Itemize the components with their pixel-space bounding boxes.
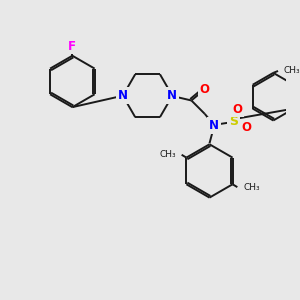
Text: S: S xyxy=(229,115,238,128)
Text: CH₃: CH₃ xyxy=(243,183,260,192)
Text: O: O xyxy=(232,103,242,116)
Text: N: N xyxy=(209,119,219,132)
Text: O: O xyxy=(242,121,252,134)
Text: N: N xyxy=(167,89,177,102)
Text: CH₃: CH₃ xyxy=(284,67,300,76)
Text: CH₃: CH₃ xyxy=(159,150,176,159)
Text: N: N xyxy=(118,89,128,102)
Text: F: F xyxy=(68,40,76,53)
Text: O: O xyxy=(200,82,210,96)
